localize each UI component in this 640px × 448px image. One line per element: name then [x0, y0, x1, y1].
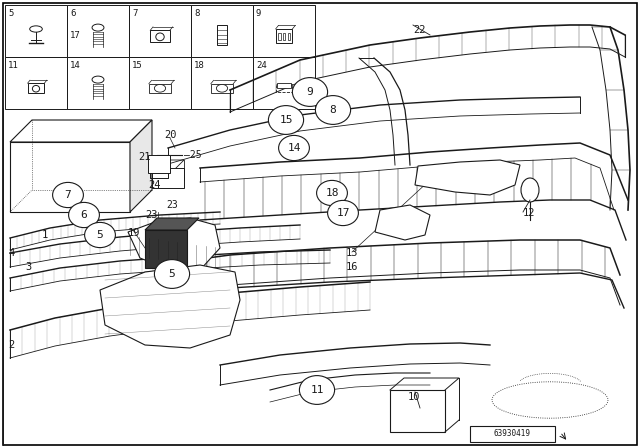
Text: 6: 6	[70, 9, 76, 18]
Bar	[278, 33, 280, 40]
Ellipse shape	[52, 182, 83, 207]
Text: 4: 4	[8, 248, 14, 258]
Text: 7: 7	[132, 9, 138, 18]
Text: 9: 9	[256, 9, 261, 18]
Ellipse shape	[328, 200, 358, 226]
Text: 5: 5	[97, 230, 104, 240]
Bar	[253, 5, 315, 57]
Polygon shape	[145, 230, 187, 268]
Ellipse shape	[156, 33, 164, 41]
Text: 16: 16	[346, 262, 358, 272]
Bar	[67, 57, 129, 109]
Bar	[148, 155, 170, 173]
Bar	[5, 57, 67, 109]
Bar	[67, 5, 129, 57]
Bar	[470, 426, 555, 442]
Text: 3: 3	[25, 262, 31, 272]
Bar	[390, 390, 445, 432]
Ellipse shape	[33, 86, 40, 92]
Text: 17: 17	[70, 31, 81, 40]
Text: 22: 22	[413, 25, 426, 35]
Text: 8: 8	[194, 9, 200, 18]
Bar	[191, 57, 253, 109]
Text: 5: 5	[8, 9, 13, 18]
Bar	[287, 33, 291, 40]
Text: 14: 14	[70, 61, 81, 70]
Bar	[276, 85, 292, 92]
Text: 10: 10	[408, 392, 420, 402]
Ellipse shape	[154, 84, 166, 92]
Polygon shape	[128, 218, 220, 270]
Text: 20: 20	[164, 130, 177, 140]
Polygon shape	[145, 218, 199, 230]
Text: 13: 13	[346, 248, 358, 258]
Polygon shape	[10, 120, 152, 142]
Text: 21: 21	[138, 152, 150, 162]
Text: 6: 6	[81, 210, 88, 220]
Bar	[152, 168, 184, 188]
Bar	[283, 33, 285, 40]
Bar	[276, 29, 292, 43]
Text: 24: 24	[256, 61, 267, 70]
Polygon shape	[100, 265, 240, 348]
Text: 24: 24	[148, 180, 161, 190]
Bar	[28, 83, 44, 93]
Text: 23: 23	[145, 210, 157, 220]
Polygon shape	[130, 120, 152, 212]
Text: 11: 11	[310, 385, 324, 395]
Text: 9: 9	[307, 87, 314, 97]
Bar	[10, 142, 130, 212]
Text: 11: 11	[8, 61, 19, 70]
Text: 23: 23	[166, 200, 178, 210]
Ellipse shape	[521, 178, 539, 202]
Text: 7: 7	[65, 190, 72, 200]
Bar	[5, 5, 67, 57]
Ellipse shape	[84, 222, 115, 248]
Bar	[191, 5, 253, 57]
Bar	[211, 84, 233, 93]
Polygon shape	[375, 205, 430, 240]
Text: 15: 15	[279, 115, 292, 125]
Ellipse shape	[292, 78, 328, 106]
Ellipse shape	[154, 259, 189, 289]
Text: 17: 17	[336, 208, 349, 218]
Text: 14: 14	[287, 143, 301, 153]
Ellipse shape	[300, 375, 335, 405]
Bar	[150, 30, 170, 42]
Text: 5: 5	[168, 269, 175, 279]
Text: 18: 18	[194, 61, 205, 70]
Ellipse shape	[317, 181, 348, 206]
Text: 19: 19	[128, 228, 141, 238]
Text: —25: —25	[184, 150, 202, 160]
Text: 1: 1	[42, 230, 48, 240]
Text: 18: 18	[325, 188, 339, 198]
Bar	[129, 5, 191, 57]
Ellipse shape	[68, 202, 99, 228]
Ellipse shape	[278, 135, 309, 160]
Text: 15: 15	[132, 61, 143, 70]
Ellipse shape	[268, 106, 303, 134]
Bar	[149, 84, 172, 93]
Bar	[277, 83, 291, 88]
Polygon shape	[415, 160, 520, 195]
Text: 8: 8	[330, 105, 337, 115]
Text: 12: 12	[523, 208, 536, 218]
Bar	[253, 57, 315, 109]
Text: 63930419: 63930419	[493, 430, 531, 439]
Ellipse shape	[216, 84, 228, 92]
Bar	[217, 26, 227, 45]
Text: 2: 2	[8, 340, 14, 350]
Ellipse shape	[316, 95, 351, 125]
Bar	[129, 57, 191, 109]
